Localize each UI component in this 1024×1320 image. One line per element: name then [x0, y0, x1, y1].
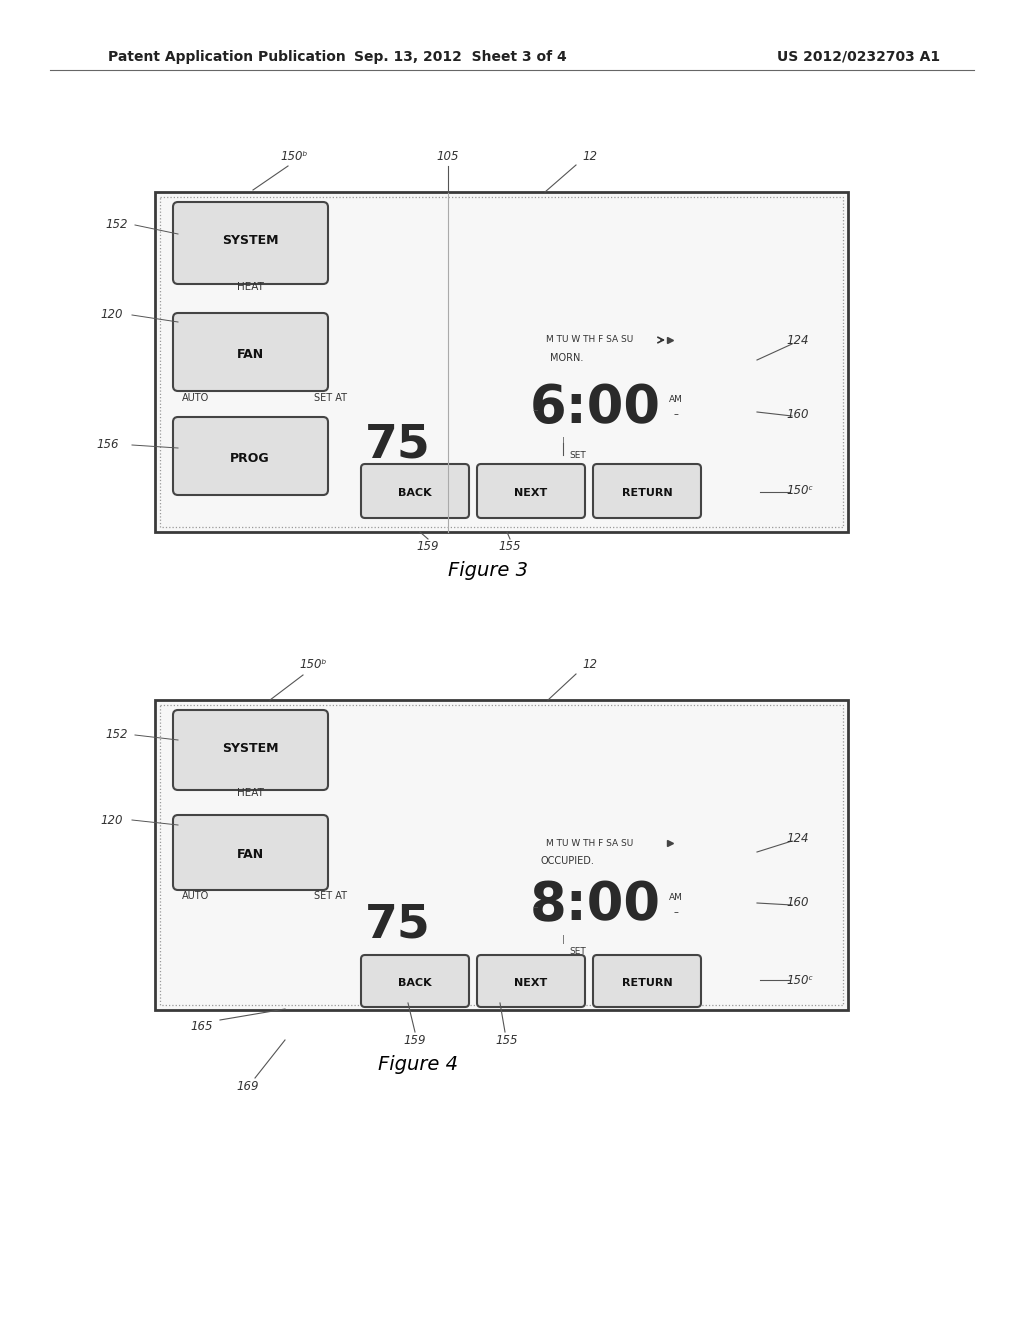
- Text: 6:00: 6:00: [529, 381, 660, 434]
- Text: 124: 124: [786, 832, 809, 845]
- Text: Figure 4: Figure 4: [378, 1056, 458, 1074]
- Text: FAN: FAN: [237, 849, 263, 862]
- Text: SET AT: SET AT: [313, 891, 346, 902]
- Bar: [155, 191, 848, 532]
- FancyBboxPatch shape: [173, 710, 328, 789]
- Text: 75: 75: [366, 422, 431, 467]
- Text: HEAT: HEAT: [237, 282, 263, 292]
- Text: Patent Application Publication: Patent Application Publication: [108, 50, 346, 63]
- Text: 159: 159: [417, 540, 439, 553]
- Bar: [160, 197, 843, 527]
- Text: M TU W TH F SA SU: M TU W TH F SA SU: [547, 838, 634, 847]
- Text: 75: 75: [366, 903, 431, 948]
- FancyBboxPatch shape: [173, 313, 328, 391]
- Text: 150ᶜ: 150ᶜ: [786, 974, 813, 986]
- Text: AM: AM: [669, 894, 683, 903]
- Text: BACK: BACK: [398, 488, 432, 498]
- Text: 152: 152: [105, 219, 128, 231]
- Text: 156: 156: [96, 438, 119, 451]
- Text: 152: 152: [105, 729, 128, 742]
- Text: –: –: [532, 405, 538, 414]
- Text: 155: 155: [499, 540, 521, 553]
- Text: 150ᵇ: 150ᵇ: [299, 659, 327, 672]
- FancyBboxPatch shape: [593, 465, 701, 517]
- Text: 159: 159: [403, 1034, 426, 1047]
- Text: –: –: [532, 902, 538, 912]
- Text: 150ᶜ: 150ᶜ: [786, 483, 813, 496]
- Text: SET: SET: [569, 948, 587, 957]
- Text: RETURN: RETURN: [622, 978, 673, 987]
- FancyBboxPatch shape: [361, 954, 469, 1007]
- Text: SYSTEM: SYSTEM: [222, 742, 279, 755]
- Text: –: –: [674, 907, 679, 917]
- Text: SYSTEM: SYSTEM: [222, 235, 279, 248]
- Text: 12: 12: [583, 150, 597, 164]
- FancyBboxPatch shape: [173, 202, 328, 284]
- Bar: [155, 700, 848, 1010]
- Text: AUTO: AUTO: [182, 393, 210, 403]
- FancyBboxPatch shape: [173, 417, 328, 495]
- Text: NEXT: NEXT: [514, 488, 548, 498]
- Text: 12: 12: [583, 659, 597, 672]
- Text: 155: 155: [496, 1034, 518, 1047]
- Text: US 2012/0232703 A1: US 2012/0232703 A1: [777, 50, 940, 63]
- Text: 105: 105: [437, 150, 459, 164]
- Text: FAN: FAN: [237, 348, 263, 362]
- Text: |: |: [561, 437, 564, 446]
- FancyBboxPatch shape: [477, 954, 585, 1007]
- Bar: [160, 705, 843, 1005]
- Text: 165: 165: [190, 1020, 213, 1034]
- Text: 150ᵇ: 150ᵇ: [281, 150, 308, 164]
- Text: MORN.: MORN.: [550, 352, 584, 363]
- Text: 120: 120: [100, 309, 123, 322]
- Text: 169: 169: [237, 1081, 259, 1093]
- Text: OCCUPIED.: OCCUPIED.: [540, 855, 594, 866]
- Text: –: –: [674, 409, 679, 418]
- Text: Figure 3: Figure 3: [449, 561, 528, 579]
- Text: 160: 160: [786, 896, 809, 909]
- FancyBboxPatch shape: [593, 954, 701, 1007]
- Text: BACK: BACK: [398, 978, 432, 987]
- Text: SET: SET: [569, 450, 587, 459]
- FancyBboxPatch shape: [361, 465, 469, 517]
- Text: Sep. 13, 2012  Sheet 3 of 4: Sep. 13, 2012 Sheet 3 of 4: [353, 50, 566, 63]
- Text: AUTO: AUTO: [182, 891, 210, 902]
- Text: SET AT: SET AT: [313, 393, 346, 403]
- Text: PROG: PROG: [230, 451, 269, 465]
- Text: 124: 124: [786, 334, 809, 346]
- Text: 8:00: 8:00: [529, 879, 660, 931]
- Text: HEAT: HEAT: [237, 788, 263, 799]
- Text: M TU W TH F SA SU: M TU W TH F SA SU: [547, 335, 634, 345]
- FancyBboxPatch shape: [173, 814, 328, 890]
- Text: RETURN: RETURN: [622, 488, 673, 498]
- Text: 120: 120: [100, 813, 123, 826]
- FancyBboxPatch shape: [477, 465, 585, 517]
- Text: NEXT: NEXT: [514, 978, 548, 987]
- Text: AM: AM: [669, 396, 683, 404]
- Text: 160: 160: [786, 408, 809, 421]
- Text: |: |: [561, 936, 564, 945]
